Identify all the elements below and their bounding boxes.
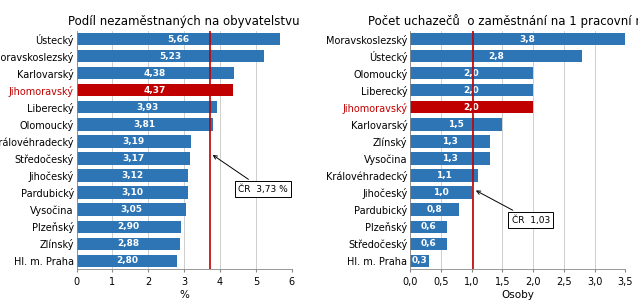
Text: 3,93: 3,93: [136, 103, 158, 112]
Text: 1,1: 1,1: [436, 171, 452, 180]
Text: ČR  1,03: ČR 1,03: [477, 191, 550, 225]
Text: ČR  3,73 %: ČR 3,73 %: [214, 155, 288, 194]
Text: 1,3: 1,3: [442, 137, 458, 146]
Bar: [77, 118, 213, 130]
Text: 2,0: 2,0: [464, 69, 479, 78]
Bar: [410, 84, 533, 96]
Text: 3,81: 3,81: [134, 120, 156, 129]
Title: Podíl nezaměstnaných na obyvatelstvu: Podíl nezaměstnaných na obyvatelstvu: [68, 15, 300, 28]
Bar: [77, 84, 234, 96]
Bar: [410, 50, 582, 62]
Text: 3,05: 3,05: [120, 205, 142, 214]
Text: 3,17: 3,17: [122, 154, 145, 163]
Bar: [410, 203, 459, 216]
Text: 1,5: 1,5: [449, 120, 464, 129]
Bar: [77, 135, 191, 147]
Bar: [77, 186, 188, 199]
Bar: [410, 221, 447, 233]
X-axis label: %: %: [179, 290, 189, 300]
Bar: [77, 67, 234, 79]
Bar: [410, 170, 478, 182]
Text: 4,37: 4,37: [144, 86, 166, 95]
Bar: [410, 33, 638, 45]
Bar: [77, 255, 177, 267]
Text: 2,8: 2,8: [488, 52, 504, 61]
Text: 3,10: 3,10: [121, 188, 143, 197]
Text: 1,3: 1,3: [442, 154, 458, 163]
Bar: [410, 152, 490, 165]
Bar: [410, 67, 533, 79]
Title: Počet uchazečů  o zaměstnání na 1 pracovní místo: Počet uchazečů o zaměstnání na 1 pracovn…: [367, 14, 638, 28]
Text: 2,88: 2,88: [117, 239, 139, 248]
Bar: [410, 135, 490, 147]
Text: 2,0: 2,0: [464, 103, 479, 112]
Text: 3,8: 3,8: [519, 35, 535, 44]
Text: 2,0: 2,0: [464, 86, 479, 95]
Text: 5,66: 5,66: [167, 35, 189, 44]
Bar: [77, 203, 186, 216]
Text: 2,90: 2,90: [117, 222, 140, 231]
Bar: [77, 33, 279, 45]
X-axis label: Osoby: Osoby: [501, 290, 534, 300]
Bar: [410, 118, 502, 130]
Text: 2,80: 2,80: [115, 256, 138, 265]
Text: 0,6: 0,6: [420, 222, 436, 231]
Text: 5,23: 5,23: [160, 52, 181, 61]
Text: 0,6: 0,6: [420, 239, 436, 248]
Bar: [410, 101, 533, 114]
Bar: [410, 186, 471, 199]
Bar: [77, 221, 181, 233]
Bar: [77, 152, 190, 165]
Text: 4,38: 4,38: [144, 69, 167, 78]
Bar: [77, 101, 218, 114]
Text: 0,3: 0,3: [412, 256, 427, 265]
Text: 3,19: 3,19: [122, 137, 145, 146]
Text: 0,8: 0,8: [427, 205, 443, 214]
Text: 1,0: 1,0: [433, 188, 449, 197]
Bar: [77, 237, 180, 250]
Bar: [410, 237, 447, 250]
Text: 3,12: 3,12: [121, 171, 144, 180]
Bar: [77, 50, 264, 62]
Bar: [410, 255, 429, 267]
Bar: [77, 170, 188, 182]
